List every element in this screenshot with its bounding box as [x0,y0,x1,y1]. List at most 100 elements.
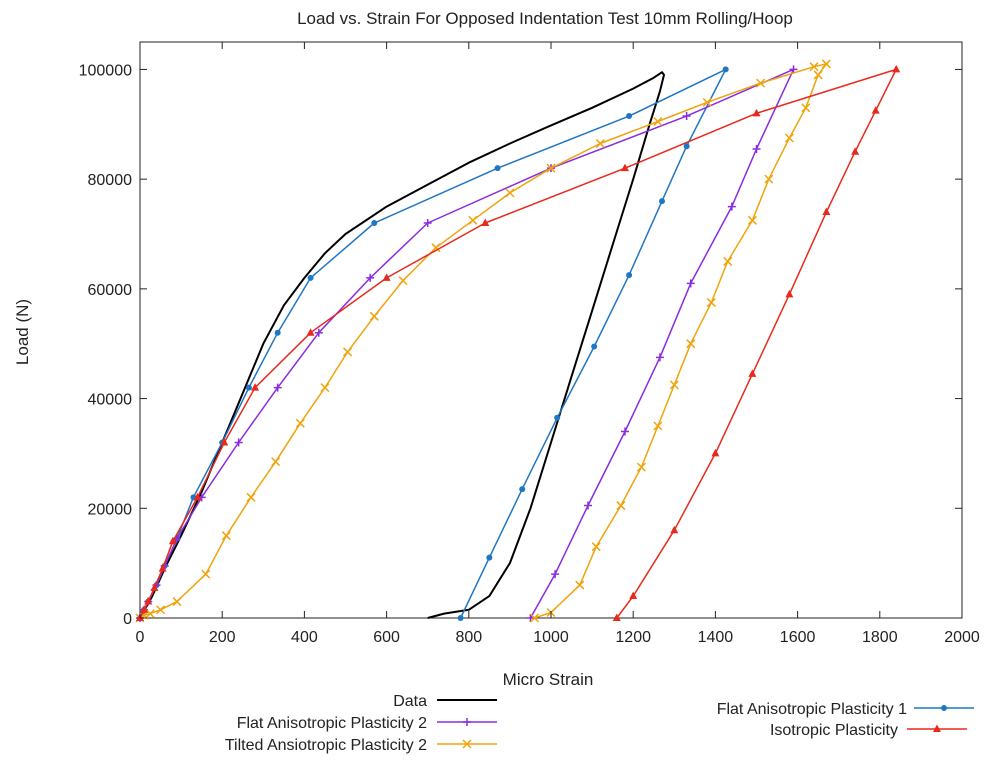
legend-label: Flat Anisotropic Plasticity 2 [237,715,427,732]
data-point [591,542,601,552]
x-tick-label: 1000 [533,629,569,646]
data-point [307,274,314,281]
data-point [494,165,501,172]
series-line [139,71,665,619]
x-tick-label: 400 [291,629,318,646]
data-point [583,501,592,510]
series-3 [135,59,831,623]
data-point [273,383,282,392]
data-point [727,202,736,211]
data-point [314,328,323,337]
legend-swatch-marker [941,705,947,711]
y-tick-label: 80000 [88,172,133,189]
plot-border [139,41,963,619]
data-point [809,62,819,72]
legend-entry: Flat Anisotropic Plasticity 1 [717,701,974,718]
legend-entry: Flat Anisotropic Plasticity 2 [237,715,497,732]
data-point [595,138,605,149]
series-layer [135,59,901,623]
data-point [620,427,629,436]
data-point [369,311,379,321]
data-point [486,554,493,561]
legend-label: Tilted Ansiotropic Plasticity 2 [225,737,427,754]
data-point [686,279,695,288]
legend-entry: Tilted Ansiotropic Plasticity 2 [225,737,497,754]
data-point [158,564,167,572]
y-tick-label: 0 [123,611,132,628]
data-point [156,605,166,615]
data-point [871,106,880,114]
legend: Data Flat Anisotropic Plasticity 1 Flat An… [225,693,974,754]
data-point [683,143,690,150]
data-point [168,536,177,545]
y-tick-label: 60000 [88,282,133,299]
legend-swatch-marker [933,724,941,732]
data-point [670,525,679,534]
series-line [139,68,897,619]
data-point [756,78,766,88]
data-point [144,597,153,605]
data-point [764,174,774,184]
data-point [813,70,823,80]
data-point [343,347,353,357]
series-line [139,68,727,619]
data-point [172,597,182,607]
series-line [139,63,828,619]
legend-swatch-marker [462,739,472,749]
data-point [201,569,211,579]
data-point [295,418,305,428]
legend-label: Isotropic Plasticity [770,722,898,739]
ticks-layer: 0 200 400 600 800 1000 1200 1400 1600 1800 2000020… [79,42,980,646]
data-point [371,220,378,227]
legend-label: Data [393,693,427,710]
data-point [468,215,478,225]
series-0 [139,71,665,619]
data-point [620,163,629,172]
series-4 [136,64,901,621]
data-point [140,605,149,613]
data-point [519,486,526,493]
data-point [530,613,540,623]
data-point [554,414,561,421]
series-line [139,68,795,619]
data-point [220,437,229,446]
data-point [575,580,585,590]
data-point [655,353,664,362]
data-point [629,591,638,600]
data-point [785,289,794,298]
data-point [626,113,633,120]
legend-entry: Isotropic Plasticity [770,722,967,739]
data-point [274,329,281,336]
data-point [752,144,761,153]
x-tick-label: 0 [136,629,145,646]
plot-area [139,41,963,619]
x-tick-label: 1600 [780,629,816,646]
y-axis-label: Load (N) [13,299,32,365]
x-axis-label: Micro Strain [503,670,594,689]
x-tick-label: 800 [455,629,482,646]
data-point [784,133,794,143]
data-point [636,462,646,472]
data-point [551,570,560,579]
x-tick-label: 1200 [615,629,651,646]
data-point [682,112,691,121]
data-point [398,276,408,286]
data-point [457,615,464,621]
data-point [653,421,663,431]
data-point [723,256,733,266]
x-tick-label: 1400 [698,629,734,646]
data-point [591,343,598,350]
legend-swatch-marker [463,718,471,726]
y-tick-label: 20000 [88,501,133,518]
x-tick-label: 200 [209,629,236,646]
series-2 [136,65,798,622]
data-point [505,188,515,198]
data-point [686,339,696,349]
chart-title: Load vs. Strain For Opposed Indentation … [297,9,793,28]
data-point [271,457,281,467]
y-tick-label: 100000 [79,62,132,79]
data-point [221,531,231,541]
data-point [526,614,535,622]
data-point [801,103,811,113]
data-point [145,609,155,619]
